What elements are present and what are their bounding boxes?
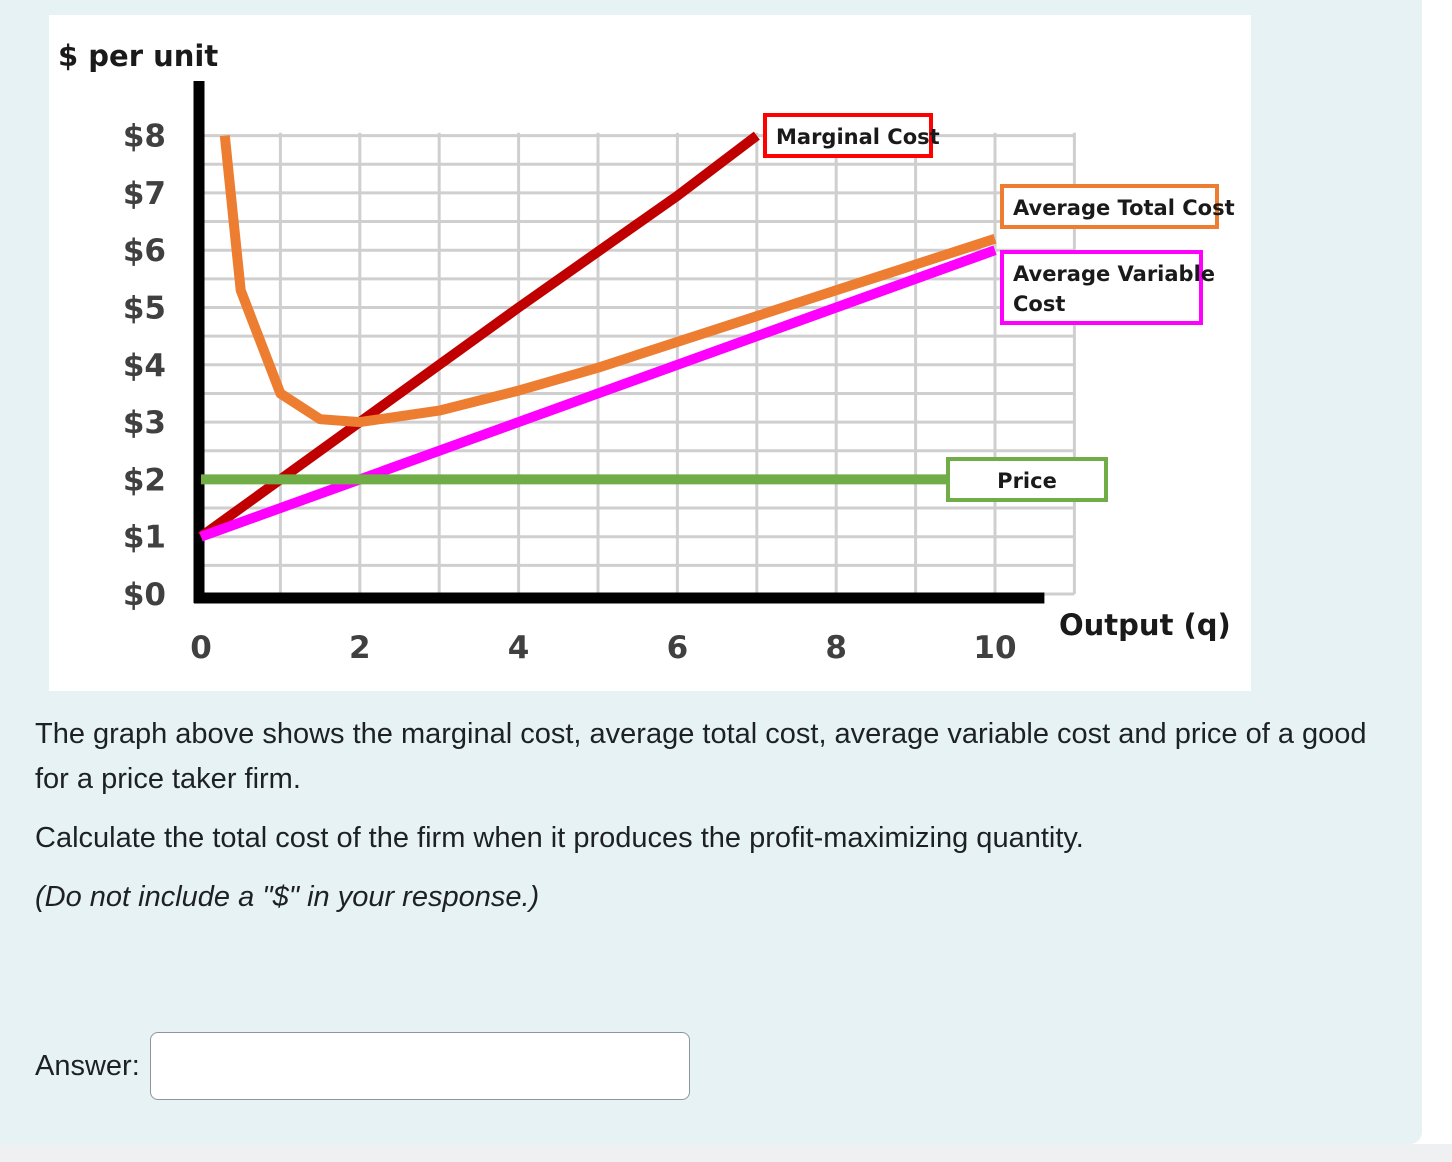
y-tick-label: $0	[123, 577, 166, 613]
average-total-cost-label-box: Average Total Cost	[1000, 184, 1235, 229]
cost-chart: $0 $1 $2 $3 $4 $5 $6 $7 $8 0 2 4 6 8 10 $ per unit Outpu…	[58, 39, 1235, 666]
question-text: The graph above shows the marginal cost,…	[35, 712, 1395, 920]
average-total-cost-label-text: Average Total Cost	[1013, 196, 1235, 220]
y-tick-label: $4	[123, 348, 166, 384]
price-label-box: Price	[946, 457, 1108, 502]
x-tick-label: 10	[973, 630, 1016, 666]
marginal-cost-label-frame	[763, 113, 933, 158]
y-tick-label: $1	[123, 520, 166, 556]
cost-chart-panel: $0 $1 $2 $3 $4 $5 $6 $7 $8 0 2 4 6 8 10 $ per unit Outpu…	[49, 15, 1251, 691]
average-total-cost-label-frame	[1000, 184, 1219, 229]
x-tick-label: 8	[825, 630, 847, 666]
x-tick-label: 4	[508, 630, 530, 666]
x-tick-label: 0	[190, 630, 212, 666]
x-axis-title: Output (q)	[1059, 608, 1231, 642]
y-tick-label: $8	[123, 119, 166, 155]
y-tick-label: $5	[123, 291, 166, 327]
answer-row: Answer:	[35, 1032, 690, 1100]
question-task: Calculate the total cost of the firm whe…	[35, 822, 1084, 854]
y-tick-label: $2	[123, 462, 166, 498]
bottom-strip	[0, 1144, 1452, 1162]
average-total-cost-line	[219, 135, 997, 428]
marginal-cost-line	[198, 131, 760, 541]
average-variable-cost-label-text: Cost	[1013, 292, 1065, 316]
y-tick-label: $3	[123, 405, 166, 441]
marginal-cost-label-box: Marginal Cost	[763, 113, 940, 158]
average-variable-cost-label-frame	[1000, 250, 1203, 325]
y-tick-label: $6	[123, 233, 166, 269]
x-tick-label: 6	[667, 630, 689, 666]
question-note: (Do not include a "$" in your response.)	[35, 881, 540, 913]
question-intro: The graph above shows the marginal cost,…	[35, 718, 1367, 795]
average-variable-cost-label-box: Average Variable Cost	[1000, 250, 1215, 325]
marginal-cost-label-text: Marginal Cost	[776, 125, 940, 149]
y-tick-label: $7	[123, 176, 166, 212]
answer-label: Answer:	[35, 1049, 140, 1082]
x-tick-label: 2	[349, 630, 371, 666]
price-label-frame	[946, 457, 1108, 502]
average-variable-cost-line	[199, 245, 997, 542]
chart-grid	[199, 132, 1076, 596]
average-variable-cost-label-text: Average Variable	[1013, 262, 1215, 286]
answer-input[interactable]	[149, 1032, 690, 1100]
price-label-text: Price	[997, 469, 1057, 493]
y-axis-title: $ per unit	[58, 39, 218, 73]
